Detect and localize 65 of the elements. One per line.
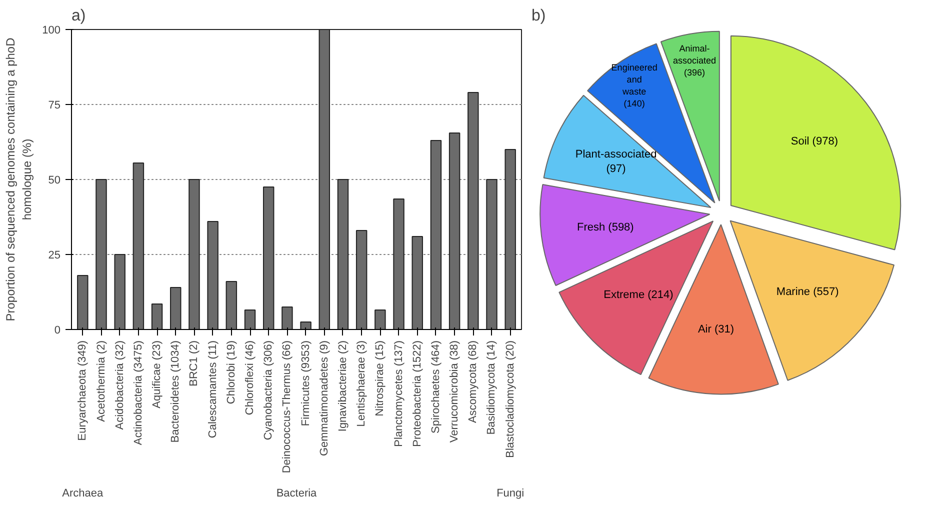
x-tick-label: Firmicutes (9353) xyxy=(300,340,312,426)
bar xyxy=(337,179,349,330)
bar xyxy=(300,322,312,330)
y-tick-label: 75 xyxy=(48,100,61,112)
bar xyxy=(412,236,423,330)
x-tick-label: Euryarchaeota (349) xyxy=(76,340,89,441)
text: Bacteria xyxy=(276,488,318,500)
slice-label: Extreme (214) xyxy=(604,289,674,302)
bar xyxy=(282,306,293,330)
bar xyxy=(393,198,404,330)
x-tick-label: Acidobacteria (32) xyxy=(114,340,126,430)
x-tick-label: Lentisphaerae (3) xyxy=(356,340,368,427)
x-tick-label: Planctomycetes (137) xyxy=(392,340,405,447)
x-tick-label: Chlorobi (19) xyxy=(225,340,238,404)
slice-label: Fresh (598) xyxy=(576,222,634,234)
y-tick-label: 100 xyxy=(42,24,61,36)
bar xyxy=(77,275,88,330)
x-tick-label: Acetothermia (2) xyxy=(95,340,108,422)
bar xyxy=(151,304,163,330)
x-tick-label: Chloroflexi (46) xyxy=(244,340,256,416)
x-tick-label: Actinobacteria (3475) xyxy=(132,340,144,446)
x-tick-label: Bacteroidetes (1034) xyxy=(170,340,182,443)
x-tick-label: Cyanobacteria (306) xyxy=(262,340,275,440)
bar xyxy=(244,310,256,330)
text: Archaea xyxy=(62,488,104,500)
text: Fungi xyxy=(496,488,524,500)
x-tick-label: Verrucomicrobia (38) xyxy=(448,340,461,443)
y-axis-title: Proportion of sequenced genomes containing a phoD homologue (%) xyxy=(3,37,34,322)
bar xyxy=(374,310,386,330)
slice-label: Engineered and waste (140) xyxy=(611,62,658,108)
x-tick-label: BRC1 (2) xyxy=(188,340,200,386)
bar xyxy=(114,254,126,330)
bar xyxy=(188,179,200,330)
x-tick-label: Calescamantes (11) xyxy=(206,340,219,438)
bar xyxy=(262,186,274,330)
x-tick-label: Aquificae (23) xyxy=(151,340,164,408)
bar xyxy=(356,230,368,330)
x-tick-label: Blastocladiomycota (20) xyxy=(504,340,516,458)
slice-label: Animal-associated (396) xyxy=(672,44,716,78)
x-tick-label: Gemmatimonadetes (9) xyxy=(318,340,330,456)
bar xyxy=(430,140,442,330)
bar xyxy=(226,281,238,330)
x-tick-label: Nitrospirae (15) xyxy=(374,340,386,416)
bar xyxy=(132,162,144,330)
bar xyxy=(207,221,218,330)
y-tick-label: 0 xyxy=(54,324,61,336)
chart-title: b) xyxy=(532,8,546,24)
bar xyxy=(468,92,479,330)
bar xyxy=(504,149,516,330)
x-tick-label: Basidiomycota (14) xyxy=(486,340,498,435)
y-tick-label: 25 xyxy=(48,250,61,262)
x-tick-label: Proteobacteria (1522) xyxy=(411,340,424,447)
chart-title: a) xyxy=(72,8,86,24)
bar xyxy=(96,179,107,330)
x-tick-label: Ascomycota (68) xyxy=(467,340,480,424)
x-tick-label: Deinococcus-Thermus (66) xyxy=(281,340,294,474)
x-tick-label: Ignavibacteriae (2) xyxy=(336,340,349,432)
x-tick-label: Spirochaetes (464) xyxy=(430,340,442,434)
bar xyxy=(448,132,460,330)
bar xyxy=(170,287,182,330)
slice-label: Air (31) xyxy=(698,324,734,336)
bar xyxy=(486,179,498,330)
y-tick-label: 50 xyxy=(48,174,61,186)
slice-label: Marine (557) xyxy=(776,286,839,298)
slice-label: Soil (978) xyxy=(790,136,838,148)
